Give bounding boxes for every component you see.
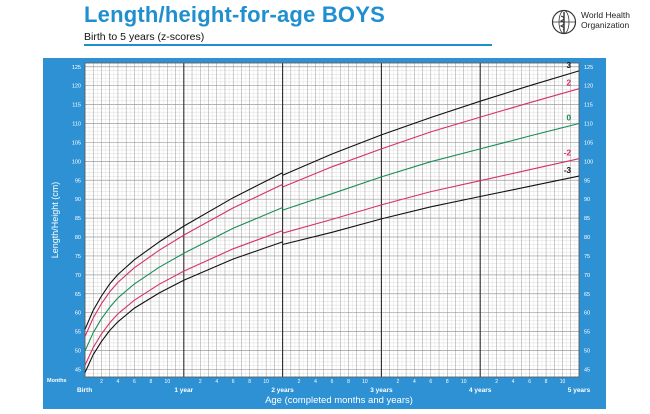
x-axis-title: Age (completed months and years) [265, 395, 413, 406]
y-tick-label-left: 125 [72, 65, 81, 71]
z-curve--2-height [282, 158, 580, 234]
y-tick-label-right: 100 [584, 159, 593, 165]
z-curve-3-height [282, 70, 580, 176]
z-label-0: 0 [567, 114, 572, 123]
y-tick-label-right: 65 [584, 292, 590, 298]
y-tick-label-left: 110 [72, 122, 81, 128]
org-line-2: Organization [581, 19, 630, 30]
y-tick-label-right: 120 [584, 84, 593, 90]
y-tick-label-left: 65 [75, 292, 81, 298]
y-tick-label-right: 60 [584, 311, 590, 317]
z-label--3: -3 [564, 166, 572, 175]
x-month-label: 10 [362, 379, 368, 385]
y-tick-label-right: 95 [584, 178, 590, 184]
y-tick-label-right: 85 [584, 216, 590, 222]
y-tick-label-right: 55 [584, 330, 590, 336]
x-month-label: 8 [446, 379, 449, 385]
grid-layer [84, 62, 580, 378]
org-line-1: World Health [581, 10, 630, 20]
x-month-label: 6 [232, 379, 235, 385]
y-tick-label-left: 75 [75, 254, 81, 260]
x-month-label: 6 [133, 379, 136, 385]
x-month-label: 2 [396, 379, 399, 385]
x-year-label: 2 years [271, 387, 294, 394]
x-month-label: 6 [331, 379, 334, 385]
z-curve-2-height [282, 88, 580, 188]
y-tick-label-left: 50 [75, 349, 81, 355]
x-row-label: Months [47, 378, 67, 384]
y-tick-label-left: 55 [75, 330, 81, 336]
y-tick-label-right: 90 [584, 197, 590, 203]
x-month-label: 2 [199, 379, 202, 385]
x-month-label: 8 [149, 379, 152, 385]
y-tick-label-left: 100 [72, 159, 81, 165]
y-tick-label-left: 90 [75, 197, 81, 203]
y-axis-title: Length/Height (cm) [50, 182, 60, 259]
x-year-label: Birth [77, 387, 92, 394]
x-month-label: 4 [117, 379, 120, 385]
y-tick-label-left: 45 [75, 367, 81, 373]
z-label-2: 2 [567, 79, 572, 88]
y-tick-label-right: 105 [584, 140, 593, 146]
y-tick-label-left: 80 [75, 235, 81, 241]
x-month-label: 4 [215, 379, 218, 385]
series-layer [84, 70, 580, 373]
chart-subtitle: Birth to 5 years (z-scores) [84, 31, 205, 43]
y-tick-label-left: 115 [72, 103, 81, 109]
x-month-label: 2 [298, 379, 301, 385]
x-year-label: 1 year [174, 387, 193, 394]
y-tick-label-right: 80 [584, 235, 590, 241]
x-month-label: 8 [248, 379, 251, 385]
x-month-label: 4 [314, 379, 317, 385]
x-month-label: 2 [495, 379, 498, 385]
y-tick-label-right: 75 [584, 254, 590, 260]
x-month-label: 10 [165, 379, 171, 385]
title-rule [84, 44, 492, 46]
x-month-label: 2 [100, 379, 103, 385]
plot-border [84, 62, 580, 378]
y-tick-label-left: 120 [72, 84, 81, 90]
y-tick-label-right: 45 [584, 367, 590, 373]
y-tick-label-right: 70 [584, 273, 590, 279]
x-month-label: 10 [263, 379, 269, 385]
y-tick-label-left: 105 [72, 140, 81, 146]
y-tick-label-left: 85 [75, 216, 81, 222]
z-curve-0-height [282, 122, 580, 211]
who-org-name: World Health Organization [581, 10, 630, 30]
y-tick-label-right: 50 [584, 349, 590, 355]
x-month-label: 10 [461, 379, 467, 385]
y-tick-label-left: 95 [75, 178, 81, 184]
x-year-label: 4 years [469, 387, 492, 394]
x-month-label: 8 [545, 379, 548, 385]
y-tick-label-right: 115 [584, 103, 593, 109]
z-curve-2-length [84, 183, 283, 337]
x-month-label: 4 [512, 379, 515, 385]
z-curve--3-height [282, 175, 580, 246]
z-curve-0-length [84, 206, 283, 352]
growth-chart: 45 45 50 50 55 55 60 60 65 65 70 70 75 75 80 80 85 85 90 90… [43, 58, 606, 409]
x-year-label: 3 years [370, 387, 393, 394]
chart-title: Length/height-for-age BOYS [84, 2, 385, 27]
who-emblem-icon [551, 9, 577, 35]
y-tick-label-right: 110 [584, 122, 593, 128]
z-curve-3-length [84, 172, 283, 330]
z-curve--3-length [84, 241, 283, 373]
x-year-label: 5 years [568, 387, 591, 394]
y-tick-label-left: 70 [75, 273, 81, 279]
x-month-label: 4 [413, 379, 416, 385]
x-month-label: 6 [429, 379, 432, 385]
z-label--2: -2 [564, 149, 572, 158]
x-month-label: 6 [528, 379, 531, 385]
z-curve--2-length [84, 230, 283, 366]
z-label-3: 3 [567, 61, 572, 70]
y-tick-label-left: 60 [75, 311, 81, 317]
x-month-label: 8 [347, 379, 350, 385]
y-tick-label-right: 125 [584, 65, 593, 71]
x-month-label: 10 [560, 379, 566, 385]
